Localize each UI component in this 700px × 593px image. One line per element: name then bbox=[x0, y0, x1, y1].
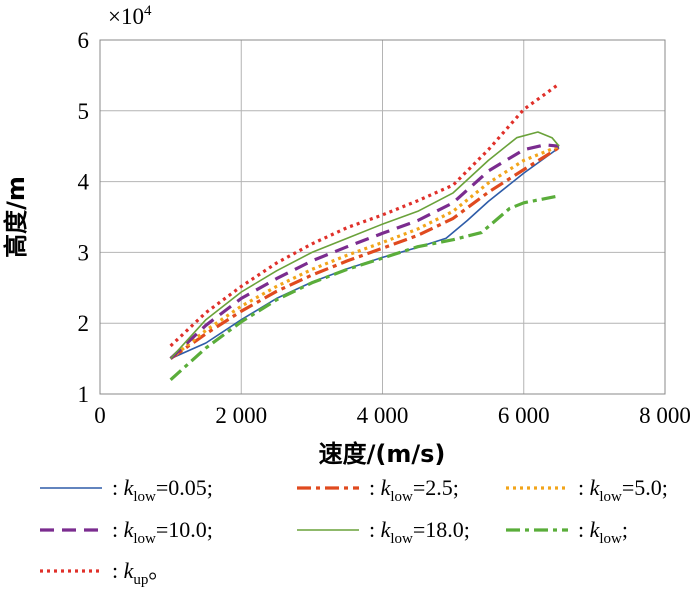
series-line-1 bbox=[170, 146, 560, 360]
series-group bbox=[169, 82, 561, 381]
series-line-7 bbox=[169, 82, 561, 348]
y-multiplier: ×104 bbox=[108, 3, 152, 29]
legend-entry-2: : klow=2.5; bbox=[369, 475, 459, 505]
x-axis-title: 速度/(m/s) bbox=[319, 440, 446, 468]
x-tick-label: 4 000 bbox=[357, 403, 409, 428]
legend-entry-1: : klow=0.05; bbox=[112, 475, 213, 505]
legend-entry-4: : klow=10.0; bbox=[112, 517, 213, 547]
x-axis-ticks: 0 2 000 4 000 6 000 8 000 bbox=[94, 403, 691, 428]
y-tick-label: 4 bbox=[78, 170, 90, 195]
y-tick-label: 1 bbox=[78, 382, 90, 407]
legend-entry-3: : klow=5.0; bbox=[578, 475, 668, 505]
series-line-2 bbox=[169, 146, 560, 360]
legend: : klow=0.05; : klow=2.5; : klow=5.0; : klow… bbox=[40, 475, 668, 588]
x-tick-label: 6 000 bbox=[498, 403, 550, 428]
plot-area-frame bbox=[99, 39, 666, 395]
x-tick-label: 8 000 bbox=[639, 403, 691, 428]
grid bbox=[100, 40, 665, 394]
y-tick-label: 5 bbox=[78, 99, 90, 124]
legend-entry-7: : kup。 bbox=[112, 558, 170, 588]
series-line-6 bbox=[169, 194, 560, 381]
y-tick-label: 2 bbox=[78, 311, 90, 336]
series-line-3 bbox=[169, 144, 560, 360]
y-multiplier-exponent: 4 bbox=[144, 3, 152, 19]
legend-entry-5: : klow=18.0; bbox=[369, 517, 470, 547]
series-line-4 bbox=[169, 143, 560, 360]
y-tick-label: 6 bbox=[78, 28, 90, 53]
y-tick-label: 3 bbox=[78, 240, 90, 265]
x-tick-label: 2 000 bbox=[215, 403, 267, 428]
legend-entry-6: : klow; bbox=[578, 517, 628, 547]
series-line-5 bbox=[170, 131, 560, 360]
y-axis-ticks: 1 2 3 4 5 6 bbox=[78, 28, 90, 407]
x-tick-label: 0 bbox=[94, 403, 106, 428]
y-axis-title: 高度/m bbox=[2, 176, 30, 258]
